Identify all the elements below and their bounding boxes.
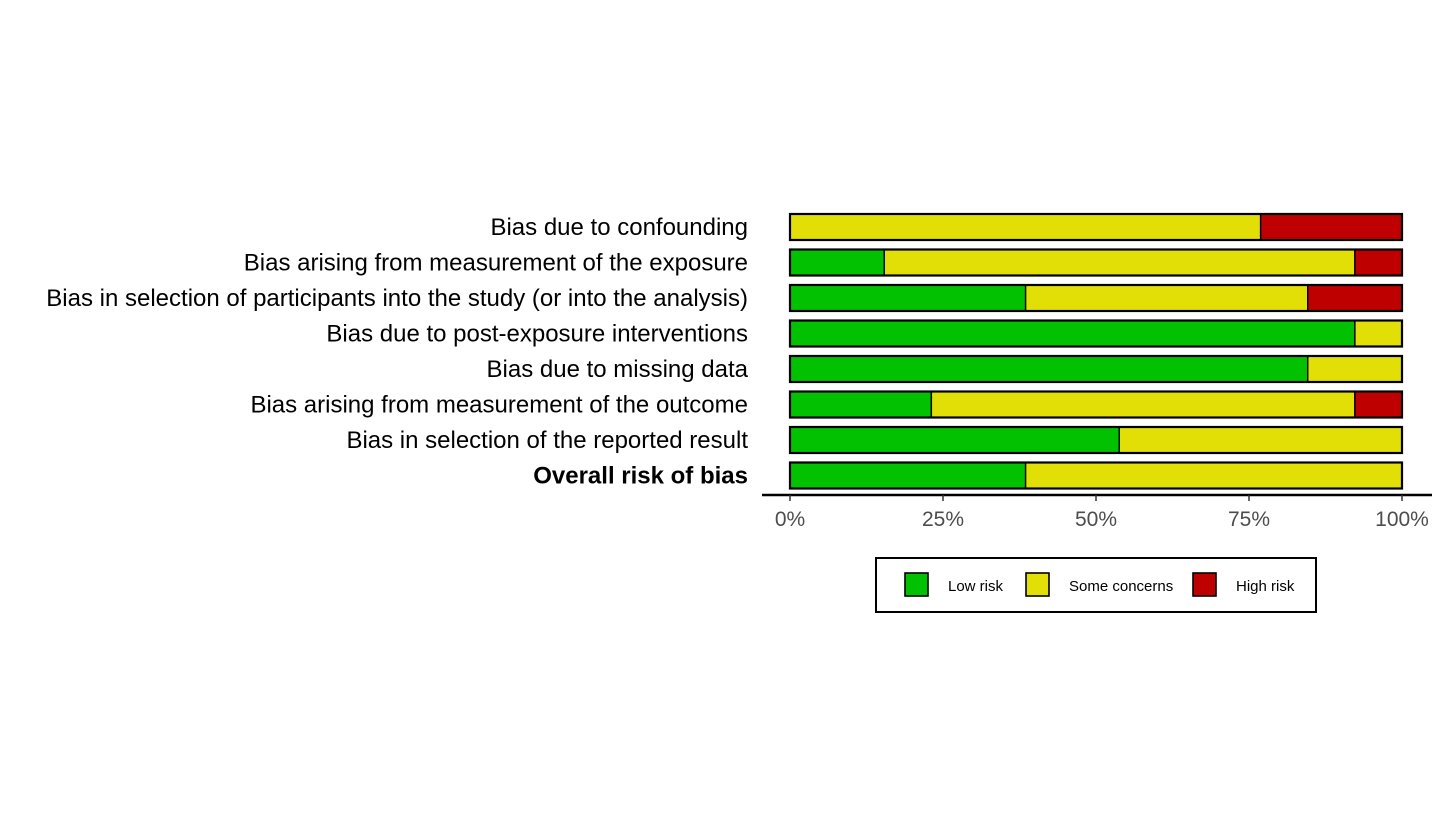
bar-segment [1259, 213, 1403, 241]
legend-box [875, 557, 1317, 613]
legend-swatch [1192, 572, 1217, 597]
bar-segment [883, 248, 1356, 277]
stacked-bars [788, 212, 1404, 490]
x-axis: 0% 25% 50% 75% 100% [762, 493, 1432, 531]
category-label: Bias due to confounding [490, 214, 748, 241]
bar-segment [789, 213, 1262, 241]
bar-segment [789, 284, 1027, 312]
category-label: Overall risk of bias [533, 463, 748, 490]
category-label: Bias in selection of the reported result [346, 427, 748, 454]
bar-outline [788, 354, 1404, 384]
category-label: Bias due to post-exposure interventions [326, 321, 748, 348]
bar-segment [789, 461, 1027, 490]
legend-label: High risk [1236, 578, 1295, 595]
legend-swatch [904, 572, 929, 597]
x-tick-label: 100% [1375, 508, 1429, 531]
x-tick-label: 75% [1228, 508, 1270, 531]
bar-outline [788, 390, 1404, 419]
bar-segment [1354, 319, 1403, 348]
category-label: Bias in selection of participants into t… [46, 285, 748, 312]
bar-outline [788, 319, 1404, 348]
category-label: Bias due to missing data [487, 356, 749, 383]
bar-segment [789, 426, 1120, 454]
bar-segment [789, 319, 1356, 348]
legend: Low risk Some concerns High risk [875, 557, 1317, 613]
x-tick-label: 25% [922, 508, 964, 531]
x-tick-label: 50% [1075, 508, 1117, 531]
bar-segment [789, 248, 885, 277]
bar-outline [788, 425, 1404, 455]
bar-outline [788, 212, 1404, 242]
category-label: Bias arising from measurement of the exp… [244, 250, 748, 277]
bar-segment [789, 390, 933, 419]
bar-segment [1118, 426, 1403, 454]
x-tick-label: 0% [775, 508, 805, 531]
bar-outline [788, 461, 1404, 490]
category-label: Bias arising from measurement of the out… [250, 392, 748, 419]
legend-swatch [1025, 572, 1050, 597]
legend-label: Some concerns [1069, 578, 1173, 595]
bar-segment [1024, 461, 1403, 490]
bar-segment [1307, 284, 1403, 312]
bar-segment [1307, 355, 1403, 383]
bar-segment [789, 355, 1309, 383]
bar-segment [1354, 390, 1403, 419]
bar-segment [1024, 284, 1309, 312]
bar-segment [1354, 248, 1403, 277]
bar-segment [930, 390, 1356, 419]
legend-label: Low risk [948, 578, 1004, 595]
bar-outline [788, 248, 1404, 277]
category-labels: Bias due to confounding Bias arising from… [46, 214, 748, 490]
bar-outline [788, 283, 1404, 313]
